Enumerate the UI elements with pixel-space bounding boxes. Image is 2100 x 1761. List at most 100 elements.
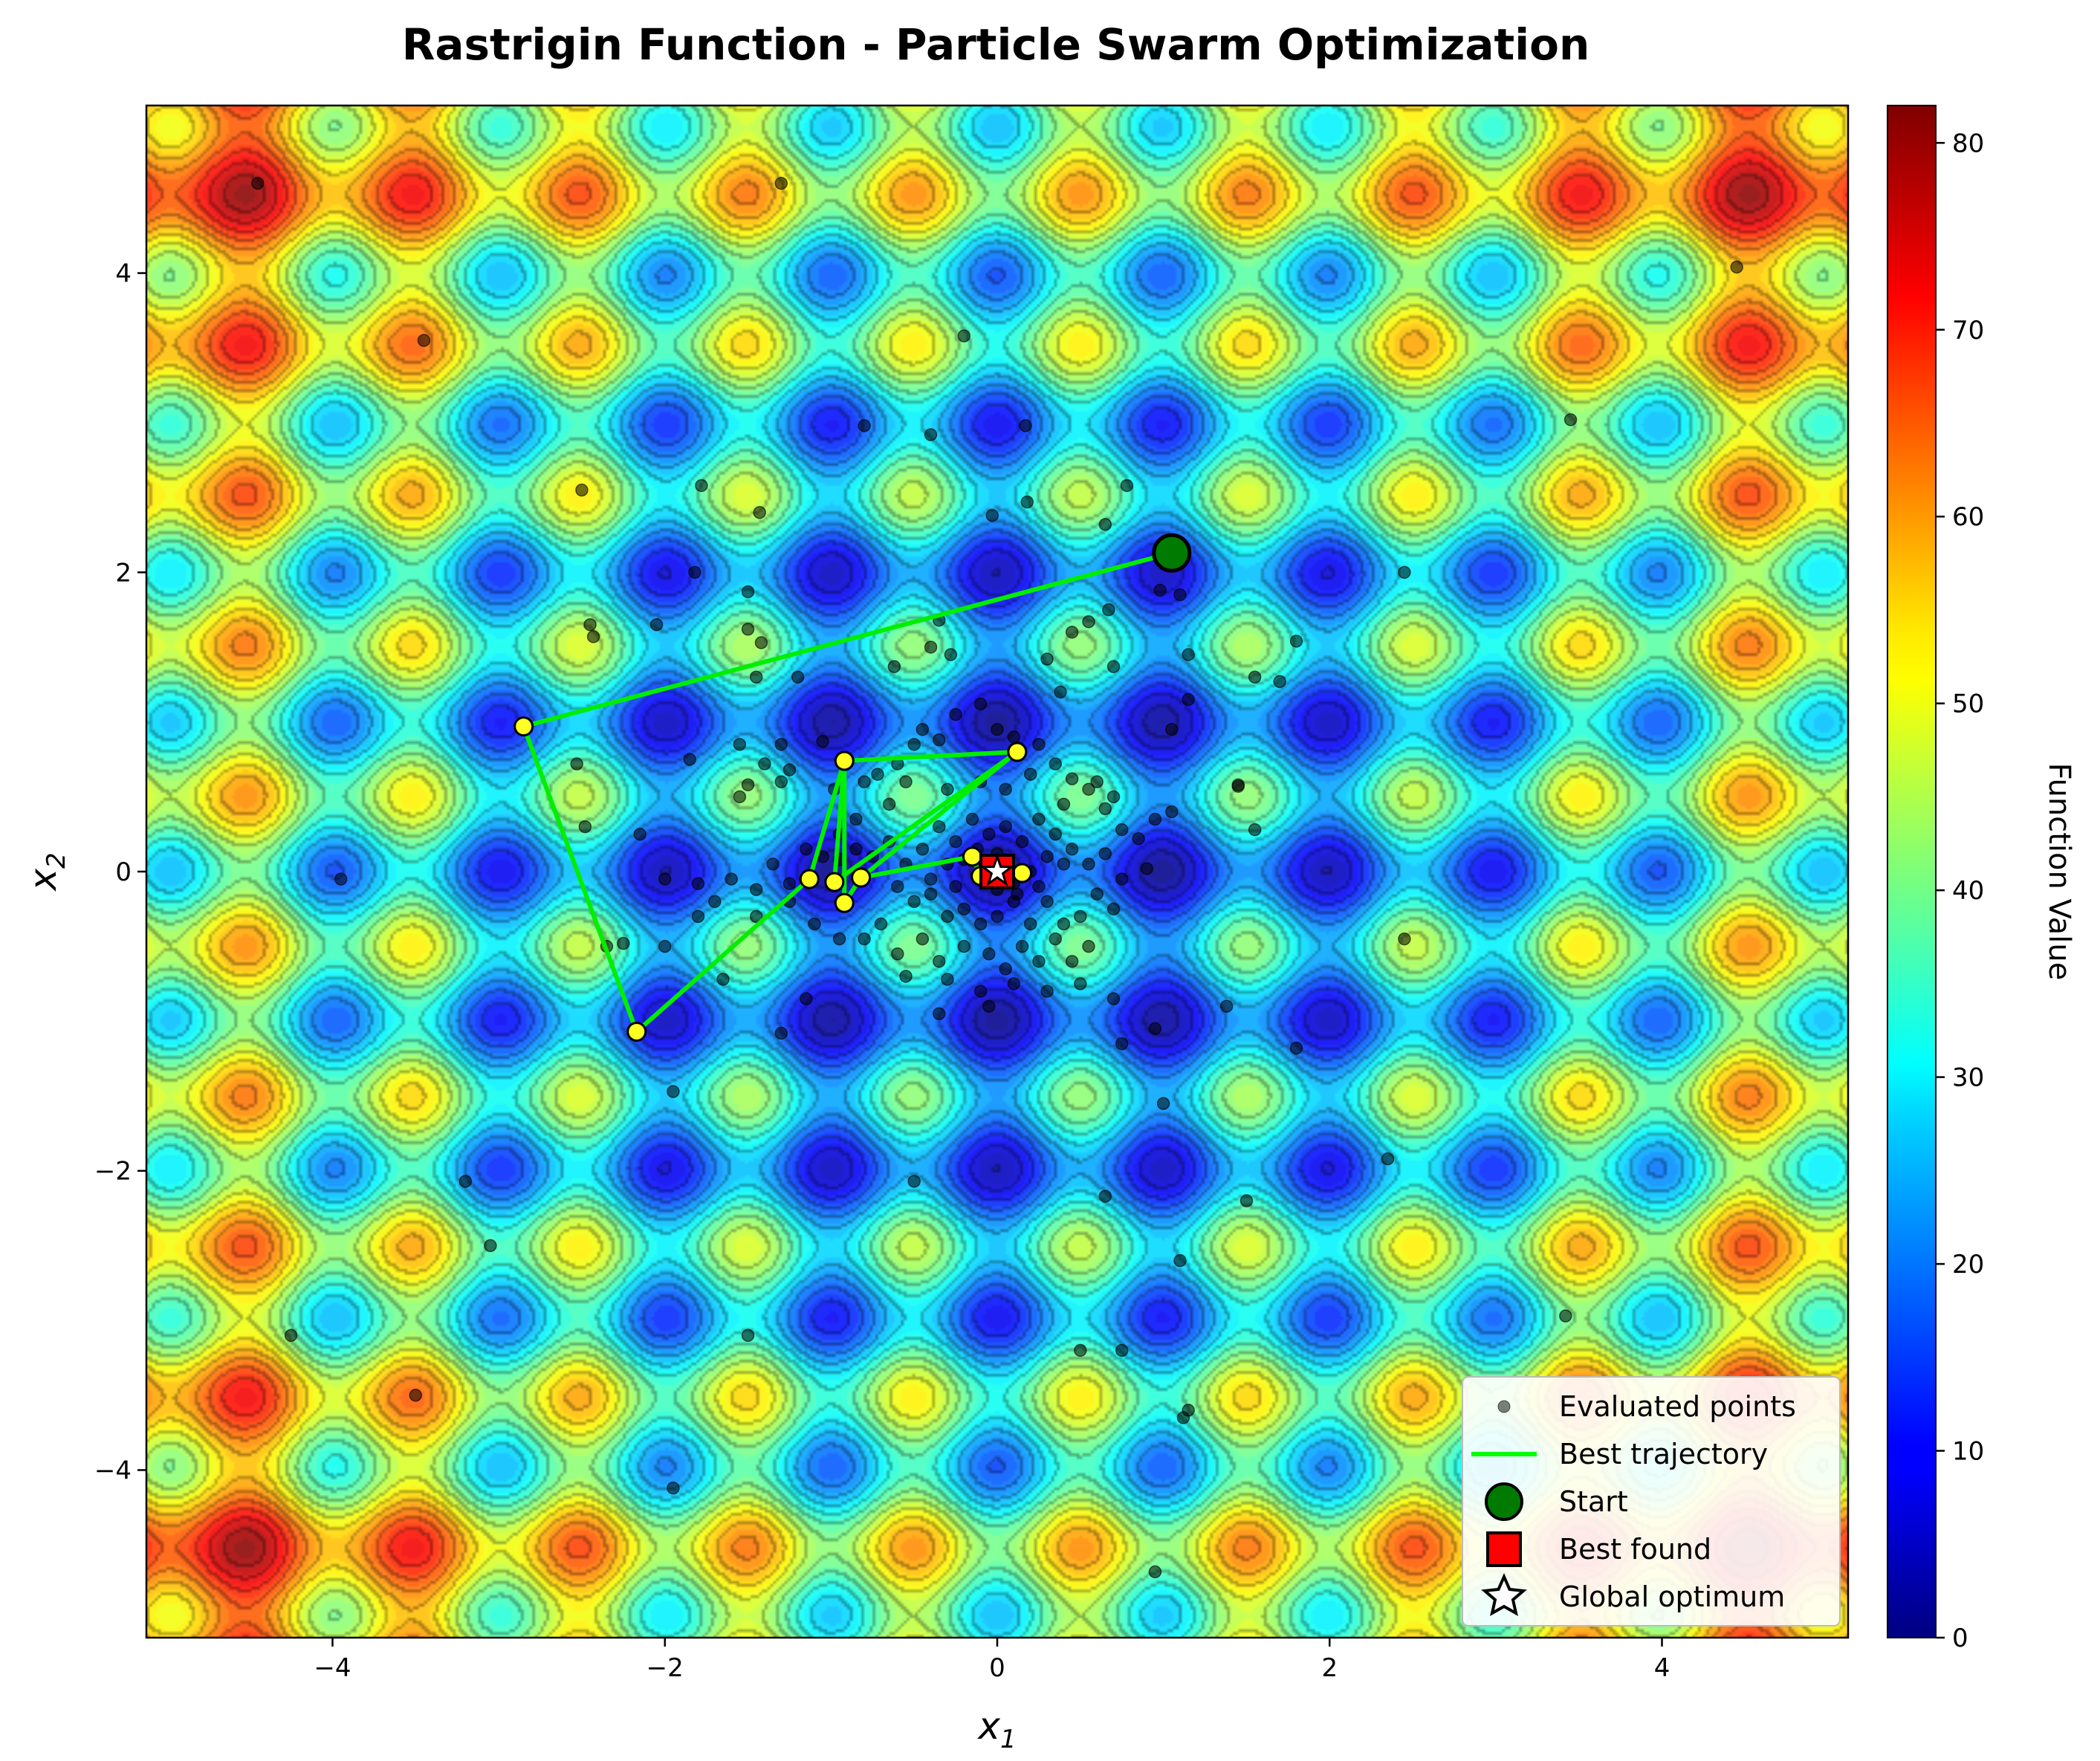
evaluated-point	[583, 617, 597, 632]
colorbar-tick-label: 60	[1952, 502, 1984, 532]
evaluated-point	[882, 797, 896, 811]
y-tick-label: 4	[115, 259, 132, 289]
evaluated-point	[949, 880, 962, 893]
evaluated-point	[688, 565, 701, 580]
evaluated-point	[1032, 955, 1046, 968]
x-tick-label: −2	[646, 1653, 684, 1683]
evaluated-point	[708, 895, 722, 909]
evaluated-point	[1049, 932, 1063, 946]
evaluated-point	[749, 909, 763, 924]
evaluated-point	[1148, 812, 1162, 826]
trajectory-point	[1007, 742, 1028, 762]
evaluated-point	[800, 843, 813, 856]
evaluated-point	[957, 329, 971, 343]
legend-evaluated-points-label: Evaluated points	[1559, 1390, 1796, 1423]
evaluated-point	[733, 790, 747, 804]
y-tick-label: −4	[94, 1456, 132, 1485]
evaluated-point	[899, 970, 913, 983]
evaluated-point	[741, 778, 755, 791]
x-axis-ticks: −4 −2 0 2 4	[314, 1638, 1670, 1683]
evaluated-point	[1098, 802, 1112, 816]
evaluated-point	[1106, 660, 1121, 673]
evaluated-point	[774, 775, 788, 788]
evaluated-point	[1032, 738, 1046, 751]
evaluated-point	[1148, 1565, 1162, 1579]
evaluated-point	[1106, 790, 1121, 804]
trajectory-point	[834, 892, 855, 913]
evaluated-point	[1156, 1097, 1170, 1110]
evaluated-point	[808, 917, 821, 931]
evaluated-point	[1148, 1022, 1162, 1036]
evaluated-point	[915, 932, 930, 946]
evaluated-point	[1106, 902, 1121, 916]
evaluated-point	[334, 872, 348, 886]
y-axis-label: x2	[22, 852, 71, 892]
evaluated-point	[749, 883, 763, 896]
evaluated-point	[1182, 693, 1195, 707]
evaluated-point	[1115, 1037, 1129, 1051]
evaluated-point	[1132, 831, 1145, 846]
evaluated-point	[1074, 909, 1087, 924]
evaluated-point	[874, 917, 888, 931]
legend: Evaluated points Best trajectory Start B…	[1462, 1376, 1841, 1627]
colorbar-tick-label: 30	[1952, 1063, 1984, 1093]
evaluated-point	[1098, 518, 1112, 531]
evaluated-point	[915, 722, 930, 736]
evaluated-point	[858, 775, 871, 788]
evaluated-point	[1248, 823, 1262, 837]
evaluated-point	[1102, 603, 1115, 617]
evaluated-point	[749, 670, 763, 684]
evaluated-point	[1176, 1411, 1190, 1424]
special-markers-layer	[979, 533, 1192, 889]
start-marker	[1152, 533, 1192, 573]
evaluated-point	[1563, 413, 1578, 427]
evaluated-point	[1040, 850, 1054, 863]
evaluated-point	[1115, 872, 1129, 886]
evaluated-point	[649, 617, 664, 632]
evaluated-point	[1381, 1152, 1395, 1166]
evaluated-point	[667, 1481, 680, 1495]
evaluated-point	[1040, 895, 1054, 909]
evaluated-point	[991, 909, 1004, 924]
evaluated-point	[691, 877, 705, 890]
evaluated-point	[982, 947, 996, 961]
evaluated-point	[484, 1239, 497, 1253]
evaluated-point	[1040, 985, 1054, 998]
evaluated-point	[932, 820, 946, 834]
colorbar-ticks: 0 10 20 30 40 50 60 70 80	[1936, 129, 1984, 1653]
evaluated-point	[1098, 847, 1112, 860]
colorbar-tick-label: 80	[1952, 129, 1984, 158]
evaluated-point	[1032, 812, 1046, 826]
evaluated-point	[409, 1389, 423, 1402]
evaluated-point	[1289, 1041, 1303, 1055]
evaluated-point	[782, 763, 797, 776]
evaluated-point	[1049, 757, 1063, 771]
evaluated-point	[1120, 479, 1134, 493]
evaluated-point	[1231, 779, 1245, 793]
evaluated-point	[982, 999, 996, 1013]
evaluated-point	[667, 1085, 680, 1098]
evaluated-point	[1057, 917, 1071, 931]
evaluated-point	[766, 857, 780, 871]
evaluated-point	[985, 508, 999, 522]
trajectory-point	[626, 1021, 647, 1042]
evaluated-point	[658, 872, 672, 886]
evaluated-point	[774, 176, 788, 190]
evaluated-point	[1007, 977, 1021, 990]
evaluated-point	[1057, 797, 1071, 811]
colorbar-tick-label: 0	[1952, 1624, 1968, 1653]
evaluated-point	[683, 753, 697, 766]
evaluated-point	[957, 902, 971, 916]
evaluated-point	[871, 768, 884, 781]
evaluated-point	[741, 623, 755, 636]
evaluated-point	[949, 834, 962, 849]
evaluated-point	[973, 985, 988, 998]
evaluated-point	[725, 872, 738, 886]
colorbar-label: Function Value	[2042, 763, 2076, 981]
evaluated-point	[932, 955, 946, 968]
evaluated-point	[982, 827, 996, 841]
x-tick-label: 4	[1654, 1653, 1670, 1683]
evaluated-point	[849, 843, 863, 856]
evaluated-point	[991, 722, 1004, 736]
evaluated-point	[924, 872, 938, 886]
